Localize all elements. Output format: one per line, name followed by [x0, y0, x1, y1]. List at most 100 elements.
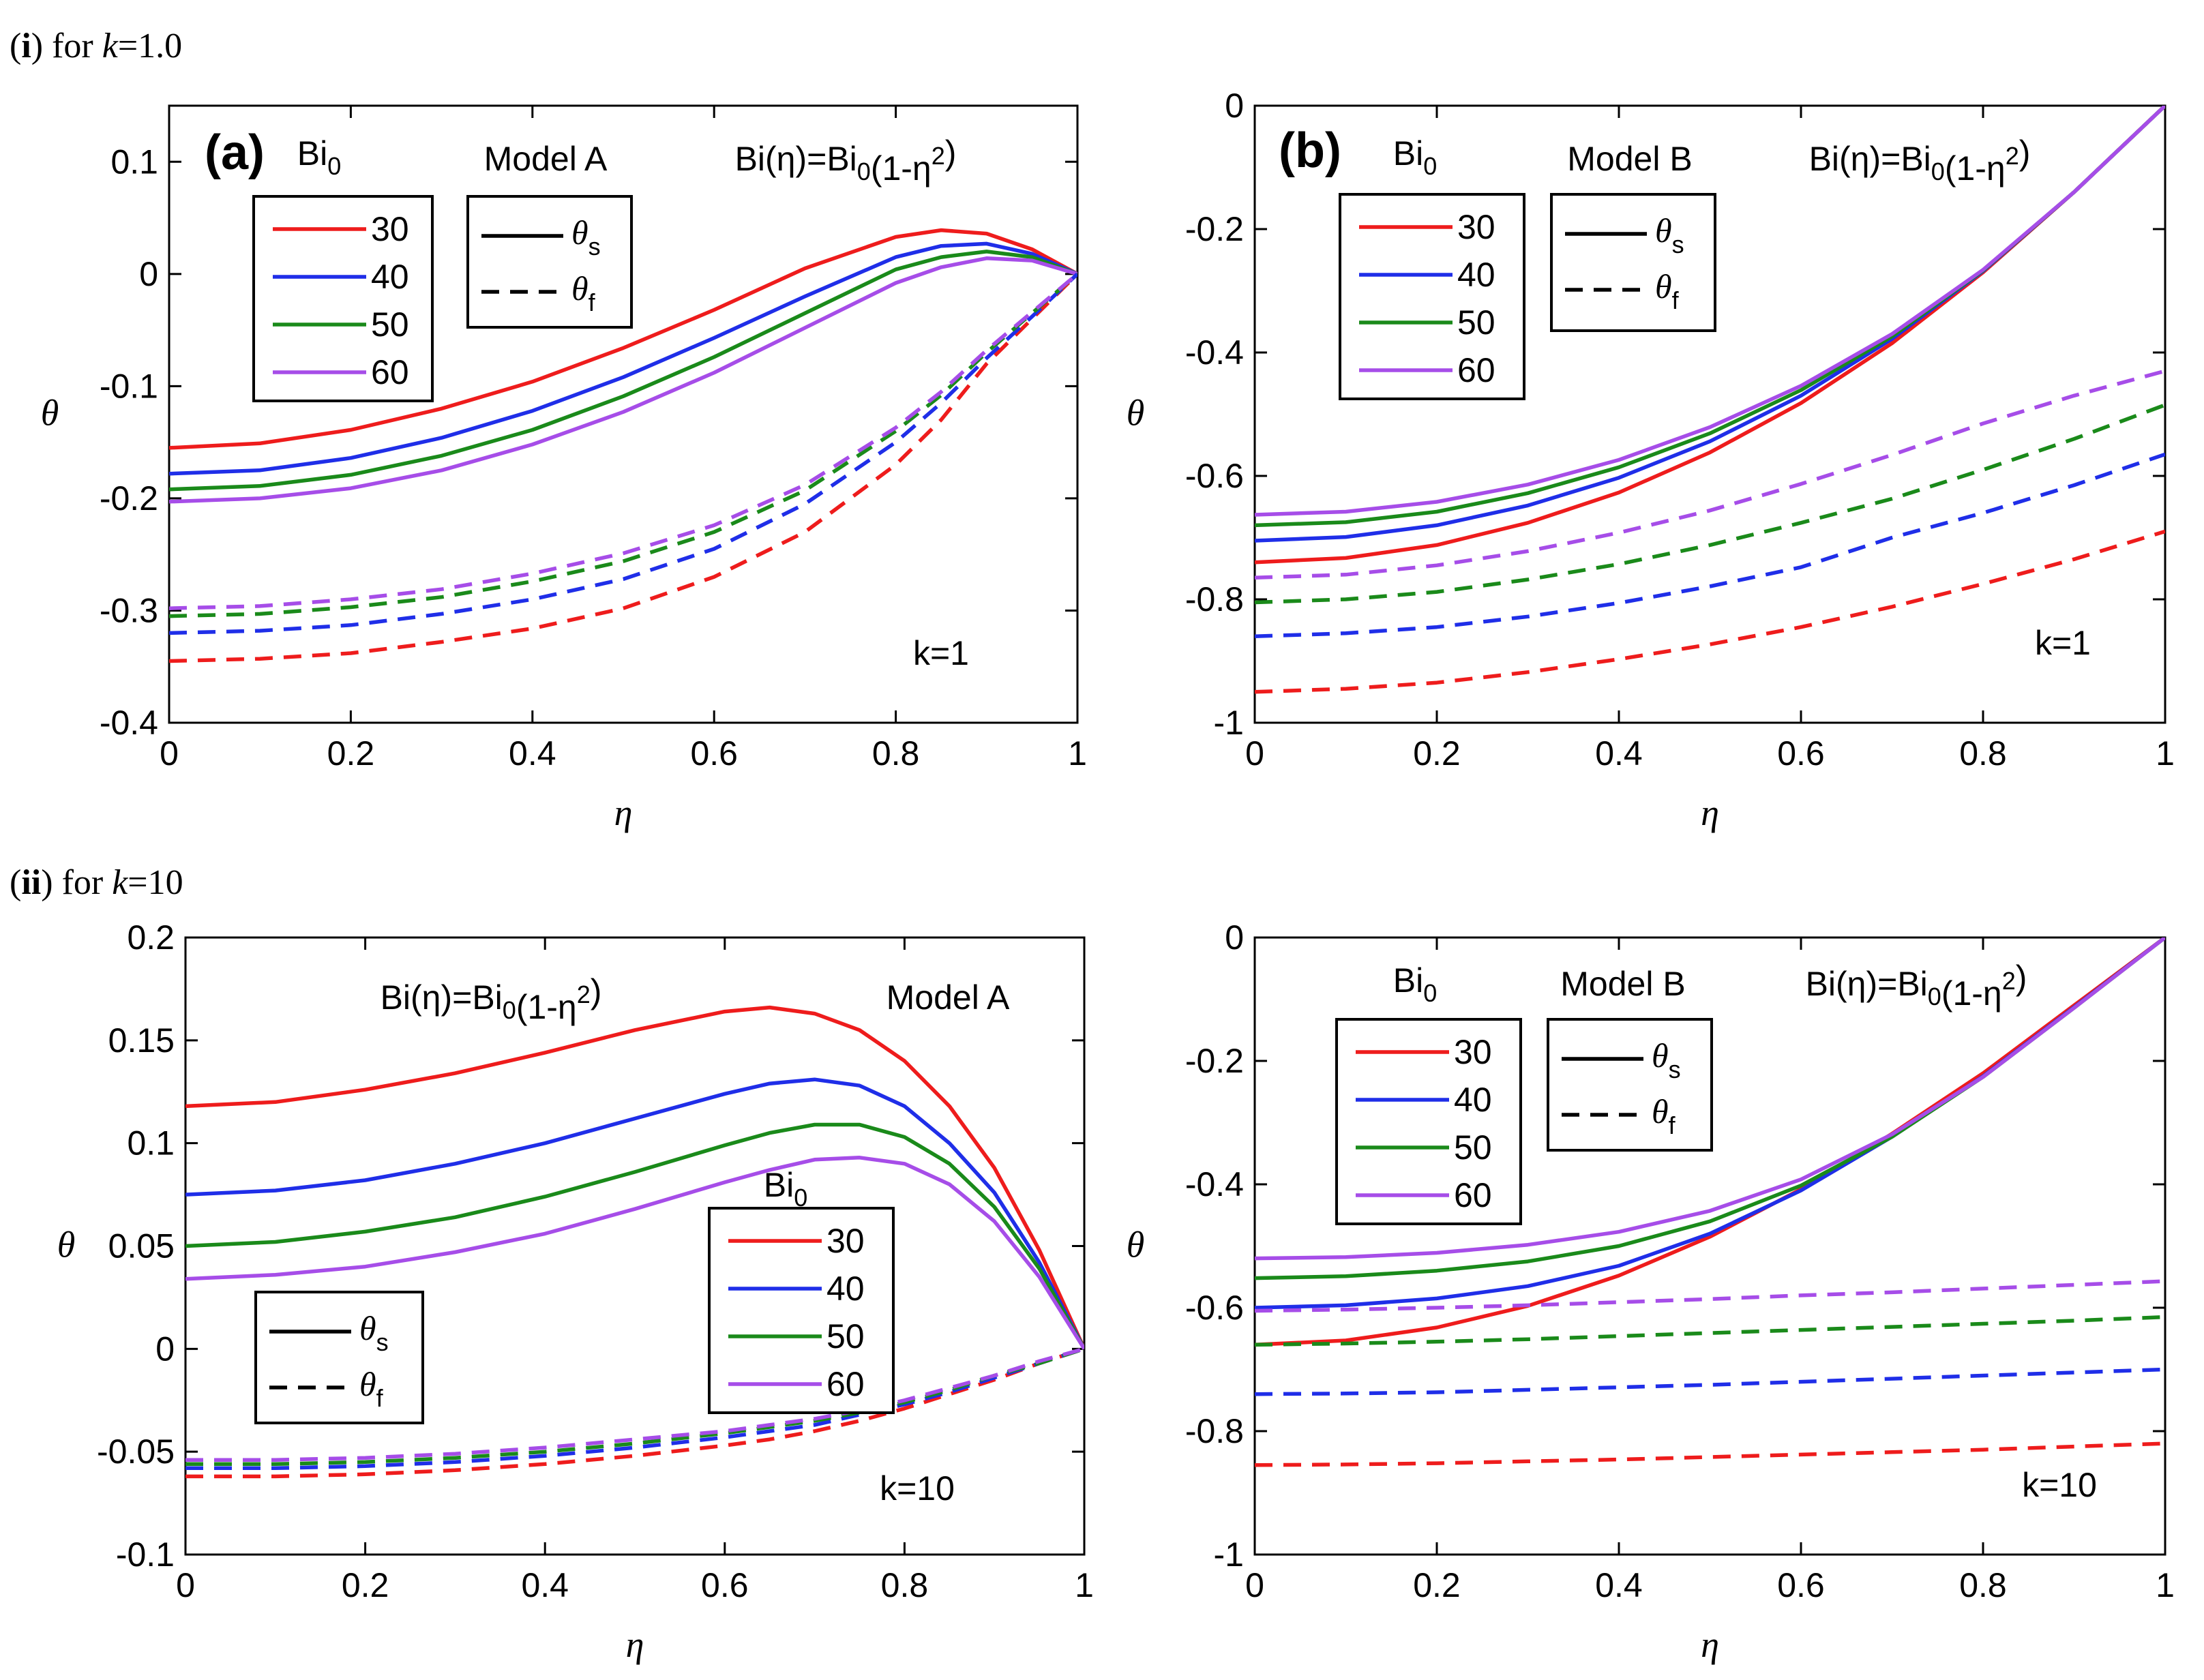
x-axis-label: η	[626, 1624, 644, 1665]
x-tick-label: 1	[1075, 1566, 1094, 1604]
plot-frame	[1253, 936, 2166, 1556]
bi-formula-label: Bi(η)=Bi0(1-η2)	[1809, 134, 2031, 188]
plot-frame	[1253, 104, 2166, 724]
series-line-bi60-theta_f	[1255, 1279, 2165, 1313]
x-tick-label: 0.4	[509, 734, 556, 772]
y-tick-label: -0.8	[1185, 580, 1244, 618]
bi-legend-label-60: 60	[1454, 1176, 1492, 1214]
series-line-bi30-theta_f	[185, 1347, 1084, 1479]
theta-f-label: θf	[571, 269, 596, 316]
x-tick-label: 0	[1245, 734, 1264, 772]
y-tick-label: 0.05	[108, 1227, 175, 1265]
y-tick-label: -0.8	[1185, 1412, 1244, 1450]
series-line-bi30-theta_s	[185, 1005, 1084, 1350]
series-line-bi60-theta_s	[169, 256, 1077, 504]
theta-s-label: θs	[571, 213, 601, 260]
y-tick-label: 0	[1225, 918, 1244, 957]
bi-formula-label: Bi(η)=Bi0(1-η2)	[735, 134, 957, 188]
y-axis-label: θ	[41, 393, 59, 434]
y-tick-label: -0.1	[100, 367, 158, 405]
x-tick-label: 0.4	[1595, 1566, 1643, 1604]
model-label: Model B	[1567, 140, 1692, 178]
x-tick-label: 0.6	[701, 1566, 749, 1604]
theta-legend-box	[1547, 1018, 1713, 1152]
bi-legend-label-40: 40	[827, 1270, 865, 1308]
bi-legend-box	[1339, 193, 1525, 400]
series-line-bi30-theta_s	[169, 228, 1077, 450]
y-tick-label: -0.05	[97, 1432, 175, 1471]
series-line-bi30-theta_f	[169, 272, 1077, 663]
bi-legend-label-30: 30	[371, 210, 409, 248]
x-axis-label: η	[614, 792, 633, 833]
series-line-bi40-theta_s	[169, 241, 1077, 476]
series-line-bi30-theta_f	[1255, 1441, 2165, 1467]
panel-b: 0 0.2 0.4 0.6 0.8 1 -1 -0.8 -0.6 -0.4 -0.2 0 η θ (b) Mo…	[1127, 87, 2175, 833]
x-tick-label: 0.6	[1777, 734, 1825, 772]
series-line-bi60-theta_s	[1255, 106, 2165, 517]
x-tick-label: 0.2	[1413, 1566, 1461, 1604]
y-tick-label: -0.2	[1185, 210, 1244, 248]
model-label: Model A	[484, 140, 608, 178]
y-tick-label: 0	[1225, 87, 1244, 125]
y-tick-label: -0.6	[1185, 457, 1244, 495]
y-axis-label: θ	[57, 1225, 76, 1265]
bi-legend-label-50: 50	[827, 1317, 865, 1355]
y-tick-label: -0.1	[116, 1535, 175, 1574]
bi-legend-label-50: 50	[1454, 1128, 1492, 1167]
panel-c: 0 0.2 0.4 0.6 0.8 1 -0.1 -0.05 0 0.05 0.1 0.15 0.2 η θ…	[57, 918, 1094, 1665]
x-tick-label: 0.8	[872, 734, 920, 772]
bi-legend-label-30: 30	[1457, 208, 1495, 246]
series-line-bi60-theta_s	[1255, 937, 2165, 1261]
x-tick-label: 0	[160, 734, 179, 772]
bi-legend-box	[708, 1207, 895, 1414]
bi-legend-label-60: 60	[827, 1365, 865, 1403]
series-line-bi50-theta_f	[1255, 403, 2165, 605]
x-tick-label: 0	[1245, 1566, 1264, 1604]
y-tick-label: -0.4	[1185, 333, 1244, 372]
y-tick-label: 0.1	[127, 1124, 175, 1162]
y-tick-label: -1	[1214, 1535, 1244, 1574]
series-line-bi50-theta_f	[185, 1347, 1084, 1467]
bi-legend-box	[1335, 1018, 1522, 1225]
x-tick-label: 0.6	[690, 734, 738, 772]
series-line-bi60-theta_f	[1255, 369, 2165, 580]
x-tick-label: 1	[2156, 734, 2175, 772]
x-tick-label: 1	[1068, 734, 1087, 772]
bi-legend-label-40: 40	[1457, 256, 1495, 294]
y-tick-label: 0	[155, 1330, 175, 1368]
bi-legend-title: Bi0	[764, 1166, 808, 1212]
row-caption-ii: (ii) for k=10	[10, 863, 183, 902]
series-line-bi40-theta_s	[185, 1077, 1084, 1350]
series-line-bi30-theta_s	[1255, 937, 2165, 1347]
x-tick-label: 0.8	[1959, 1566, 2007, 1604]
model-label: Model A	[887, 978, 1010, 1017]
theta-f-label: θf	[359, 1365, 384, 1412]
theta-f-label: θf	[1655, 267, 1680, 314]
k-label: k=1	[913, 634, 969, 672]
bi-formula-label: Bi(η)=Bi0(1-η2)	[381, 972, 602, 1026]
x-tick-label: 1	[2156, 1566, 2175, 1604]
x-axis-label: η	[1701, 1624, 1719, 1665]
k-label: k=10	[880, 1469, 955, 1508]
bi-legend-label-50: 50	[371, 305, 409, 344]
x-tick-label: 0	[176, 1566, 195, 1604]
series-line-bi60-theta_f	[169, 272, 1077, 610]
y-tick-label: 0	[139, 255, 158, 293]
y-tick-label: -0.4	[100, 704, 158, 742]
bi-formula-label: Bi(η)=Bi0(1-η2)	[1806, 959, 2027, 1012]
series-line-bi40-theta_f	[169, 272, 1077, 635]
y-tick-label: -0.6	[1185, 1289, 1244, 1327]
theta-f-label: θf	[1652, 1092, 1676, 1139]
series-line-bi50-theta_f	[1255, 1315, 2165, 1347]
y-axis-label: θ	[1127, 1225, 1145, 1265]
k-label: k=1	[2035, 624, 2091, 662]
x-tick-label: 0.6	[1777, 1566, 1825, 1604]
bi-legend-label-40: 40	[1454, 1081, 1492, 1119]
k-label: k=10	[2022, 1466, 2097, 1504]
bi-legend-label-30: 30	[827, 1222, 865, 1260]
bi-legend-title: Bi0	[297, 134, 342, 180]
y-tick-label: 0.2	[127, 918, 175, 957]
series-line-bi50-theta_s	[169, 250, 1077, 492]
series-line-bi50-theta_f	[169, 272, 1077, 618]
